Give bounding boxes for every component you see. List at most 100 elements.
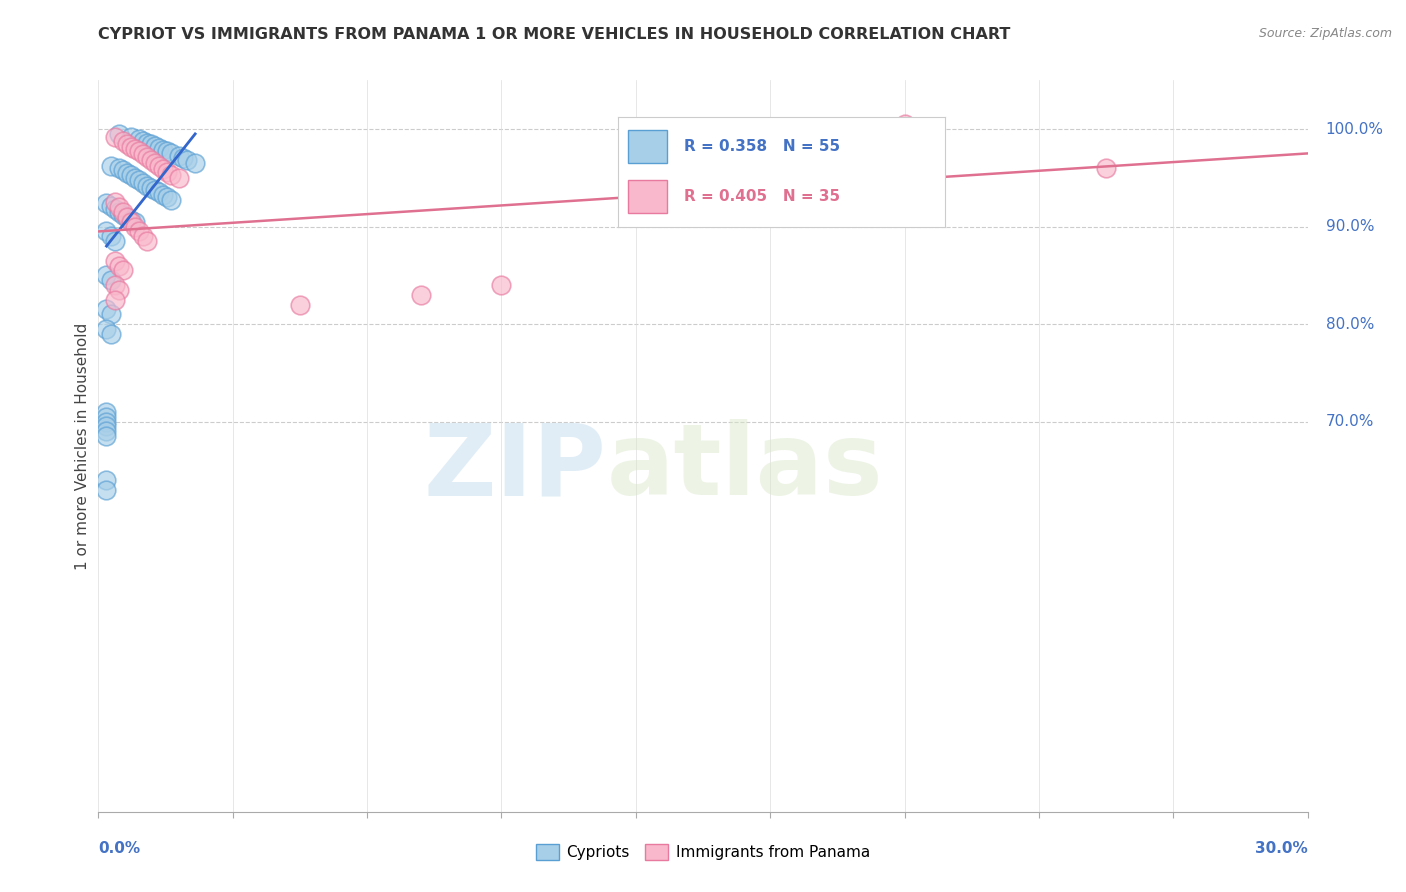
- Point: [132, 176, 155, 190]
- Text: 100.0%: 100.0%: [1326, 121, 1384, 136]
- Point: [96, 405, 118, 419]
- Point: [107, 283, 129, 297]
- Point: [107, 161, 129, 175]
- Point: [96, 409, 118, 424]
- Point: [135, 178, 157, 193]
- Point: [184, 156, 207, 170]
- Text: 80.0%: 80.0%: [1326, 317, 1374, 332]
- Point: [96, 196, 118, 211]
- Point: [124, 219, 146, 234]
- Point: [132, 147, 155, 161]
- Point: [128, 132, 150, 146]
- Point: [156, 165, 179, 179]
- Point: [152, 161, 174, 176]
- Point: [124, 142, 146, 156]
- Point: [103, 253, 125, 268]
- Point: [96, 483, 118, 497]
- Point: [132, 134, 155, 148]
- Point: [288, 297, 311, 311]
- Point: [148, 140, 170, 154]
- Text: CYPRIOT VS IMMIGRANTS FROM PANAMA 1 OR MORE VEHICLES IN HOUSEHOLD CORRELATION CH: CYPRIOT VS IMMIGRANTS FROM PANAMA 1 OR M…: [98, 27, 1011, 42]
- Point: [107, 205, 129, 219]
- Point: [111, 205, 134, 219]
- Point: [172, 151, 194, 165]
- Point: [111, 263, 134, 277]
- Point: [120, 168, 142, 182]
- Point: [491, 278, 513, 293]
- Point: [103, 195, 125, 210]
- Point: [103, 293, 125, 307]
- Point: [103, 234, 125, 248]
- Point: [100, 273, 122, 287]
- Point: [124, 170, 146, 185]
- Point: [143, 156, 166, 170]
- Text: atlas: atlas: [606, 419, 883, 516]
- Point: [115, 210, 138, 224]
- Point: [100, 199, 122, 213]
- Point: [96, 425, 118, 439]
- Point: [103, 278, 125, 293]
- Point: [160, 146, 183, 161]
- Point: [115, 166, 138, 180]
- Point: [103, 202, 125, 216]
- Point: [128, 224, 150, 238]
- Point: [111, 163, 134, 178]
- Point: [139, 136, 162, 151]
- Point: [160, 168, 183, 182]
- Point: [115, 211, 138, 225]
- Point: [176, 153, 198, 168]
- Point: [132, 229, 155, 244]
- Point: [120, 215, 142, 229]
- Point: [152, 143, 174, 157]
- Point: [128, 145, 150, 159]
- Point: [111, 134, 134, 148]
- Point: [96, 268, 118, 283]
- Point: [96, 473, 118, 487]
- Point: [148, 159, 170, 173]
- Point: [148, 186, 170, 200]
- Point: [124, 215, 146, 229]
- Point: [107, 127, 129, 141]
- Point: [96, 302, 118, 317]
- Point: [100, 326, 122, 341]
- Point: [160, 193, 183, 207]
- Point: [96, 415, 118, 429]
- Legend: Cypriots, Immigrants from Panama: Cypriots, Immigrants from Panama: [530, 838, 876, 866]
- Point: [1095, 161, 1118, 175]
- Point: [409, 288, 432, 302]
- Point: [143, 182, 166, 196]
- Point: [143, 138, 166, 153]
- Point: [135, 234, 157, 248]
- Point: [167, 170, 190, 185]
- Text: 70.0%: 70.0%: [1326, 414, 1374, 429]
- Text: 0.0%: 0.0%: [98, 841, 141, 856]
- Point: [120, 139, 142, 153]
- Point: [96, 224, 118, 238]
- Point: [139, 153, 162, 168]
- Point: [100, 307, 122, 321]
- Point: [167, 149, 190, 163]
- Point: [893, 117, 915, 131]
- Text: Source: ZipAtlas.com: Source: ZipAtlas.com: [1258, 27, 1392, 40]
- Point: [120, 212, 142, 227]
- Point: [107, 200, 129, 214]
- Point: [156, 190, 179, 204]
- Text: 30.0%: 30.0%: [1254, 841, 1308, 856]
- Point: [103, 129, 125, 144]
- Point: [100, 159, 122, 173]
- Y-axis label: 1 or more Vehicles in Household: 1 or more Vehicles in Household: [75, 322, 90, 570]
- Point: [135, 150, 157, 164]
- Point: [100, 229, 122, 244]
- Point: [111, 208, 134, 222]
- Point: [156, 145, 179, 159]
- Text: 90.0%: 90.0%: [1326, 219, 1374, 234]
- Point: [135, 136, 157, 150]
- Point: [96, 429, 118, 443]
- Point: [120, 129, 142, 144]
- Point: [139, 180, 162, 194]
- Point: [115, 136, 138, 151]
- Point: [128, 173, 150, 187]
- Point: [96, 419, 118, 434]
- Point: [107, 259, 129, 273]
- Point: [96, 322, 118, 336]
